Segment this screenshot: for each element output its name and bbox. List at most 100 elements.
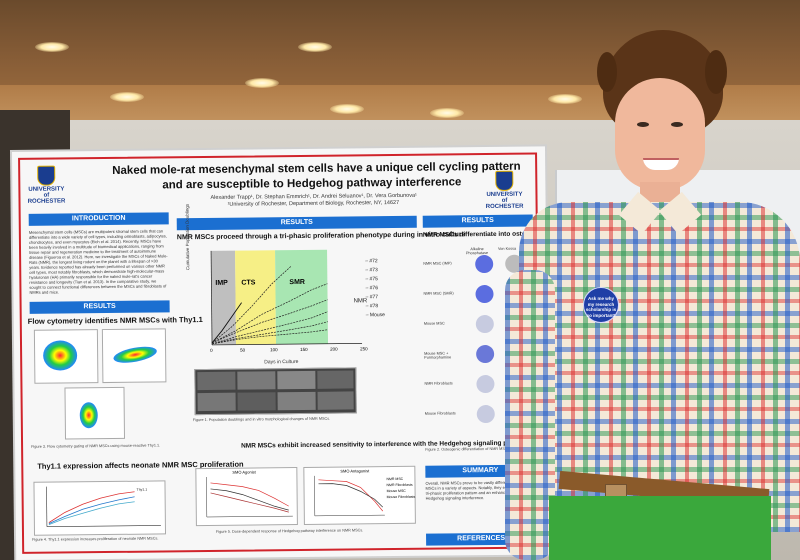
badge-line4: so important!	[586, 312, 616, 318]
alkaline-stain-well	[475, 254, 494, 274]
ceiling-light	[548, 94, 582, 104]
legend-entry: – #78	[365, 303, 379, 310]
micrograph	[317, 370, 354, 389]
antagonist-chart: SMO Antagonist NMR MSC NMR Fibroblasts Mou…	[303, 465, 416, 525]
density-blob	[79, 402, 98, 429]
series-line	[211, 329, 328, 345]
agonist-title: SMO Agonist	[232, 469, 256, 475]
proliferation-chart: IMP CTS SMR 0 50 100 150 200 250	[191, 243, 382, 357]
legend-entry: – #76	[365, 285, 378, 292]
shield-icon	[37, 165, 56, 186]
phase-label-phase_imp: IMP	[215, 280, 228, 287]
fig1-caption: Figure 1. Population doublings and in vi…	[192, 416, 331, 423]
gli-legend-entry: Mouse Fibroblasts	[386, 494, 416, 500]
gli-legend-entry: NMR MSC	[386, 476, 404, 482]
micrograph	[237, 371, 276, 390]
legend-entry: – #75	[365, 276, 378, 283]
antagonist-chart-svg	[314, 475, 385, 517]
research-poster: UNIVERSITY of ROCHESTER UNIVERSITY of RO…	[12, 146, 550, 560]
fig5-caption: Figure 5. Dose-dependent response of Hed…	[215, 528, 364, 534]
alkaline-stain-well	[476, 374, 495, 394]
alkaline-stain-well	[475, 314, 494, 334]
micrograph-strip	[194, 367, 357, 416]
logo-text-left: UNIVERSITY of ROCHESTER	[27, 186, 66, 205]
density-blob	[42, 340, 78, 371]
legend-entry: – #77	[365, 294, 379, 301]
x-tick-label: 100	[270, 347, 278, 352]
fig3-caption: Figure 3. Flow cytometry gating of NMR M…	[31, 443, 161, 449]
x-tick-label: 200	[330, 347, 338, 352]
gli-legend-entry: Mouse MSC	[386, 488, 406, 494]
phase-imp-band	[211, 250, 237, 345]
alkaline-stain-well	[476, 404, 495, 424]
flow-plot-b	[101, 328, 167, 384]
smile	[643, 158, 679, 170]
phase-label-phase_smr: SMR	[289, 279, 305, 286]
series-line	[211, 311, 328, 345]
y-axis	[210, 250, 213, 345]
micrograph	[317, 391, 354, 410]
agonist-chart-svg	[206, 476, 293, 518]
fig4-caption: Figure 4. Thy1.1 expression increases pr…	[32, 536, 159, 542]
osteo-row-label: Mouse MSC	[423, 321, 445, 326]
micrograph	[197, 371, 236, 391]
gli-legend-entry: NMR Fibroblasts	[386, 482, 413, 488]
x-tick-label: 250	[360, 346, 368, 351]
badge-line3: scholarship is	[585, 307, 617, 312]
chart-xlabel: Days in Culture	[264, 359, 299, 366]
flow-plot-a	[33, 329, 99, 384]
osteo-row-label: Mouse Fibroblasts	[424, 411, 456, 416]
osteo-row-label: NMR MSC (SMR)	[423, 291, 454, 296]
eye-left	[637, 122, 649, 127]
mouse-series-line	[211, 302, 242, 344]
hair-curl	[597, 52, 617, 92]
phase-smr-band	[275, 249, 329, 345]
ceiling-light	[430, 108, 464, 118]
micrograph	[277, 391, 316, 411]
legend-entry: – Mouse	[365, 312, 385, 319]
series-line	[211, 299, 328, 344]
x-tick-label: 150	[300, 347, 308, 352]
ceiling-light	[110, 92, 144, 102]
series-line	[211, 321, 328, 345]
series-line	[211, 283, 328, 344]
intro-header: INTRODUCTION	[28, 212, 169, 226]
flow-heading: Flow cytometry identifies NMR MSCs with …	[27, 315, 203, 326]
antagonist-title: SMO Antagonist	[340, 468, 370, 474]
shirt-sleeve-left	[505, 270, 555, 560]
legend-entry: – #73	[365, 267, 378, 274]
eye-right	[671, 122, 683, 127]
agonist-chart: SMO Agonist	[195, 467, 298, 527]
thy-chart-svg	[46, 486, 161, 527]
green-pants	[549, 496, 771, 560]
badge-line1: Ask me why	[587, 296, 614, 301]
proliferation-legend: – #72 – #73 – #75 – #76 – #77 – #78 – Mouse	[365, 258, 396, 338]
thy-chart: Thy1.1	[33, 480, 167, 536]
micrograph	[237, 392, 276, 411]
ceiling-light	[330, 104, 364, 114]
intro-text: Mesenchymal stem cells (MSCs) are multip…	[28, 228, 168, 295]
ceiling-light	[298, 42, 332, 52]
alkaline-stain-well	[475, 284, 494, 304]
phase-label-phase_cts: CTS	[241, 279, 255, 286]
hair-curl	[705, 50, 727, 94]
results-header-left: RESULTS	[29, 300, 170, 314]
x-tick-label: 0	[210, 348, 213, 353]
face	[615, 78, 705, 190]
x-axis	[212, 342, 363, 346]
thy-legend: Thy1.1	[136, 487, 148, 492]
x-tick-label: 50	[240, 348, 246, 353]
osteo-row-label: NMR Fibroblasts	[424, 381, 453, 386]
chart-ylabel: Cumulative Population Doublings	[184, 203, 191, 271]
alkaline-stain-well	[476, 344, 495, 364]
badge-line2: my research	[587, 301, 615, 307]
ceiling-light	[245, 78, 279, 88]
density-blob	[112, 343, 159, 366]
flow-plot-c	[64, 386, 126, 440]
ceiling-light	[35, 42, 69, 52]
results-header-center: RESULTS	[176, 215, 417, 231]
osteo-row-label: NMR MSC (IMP)	[423, 261, 452, 266]
proliferation-chart-svg: IMP CTS SMR 0 50 100 150 200 250	[210, 249, 368, 353]
legend-entry: – #72	[365, 258, 378, 265]
micrograph	[197, 392, 236, 412]
